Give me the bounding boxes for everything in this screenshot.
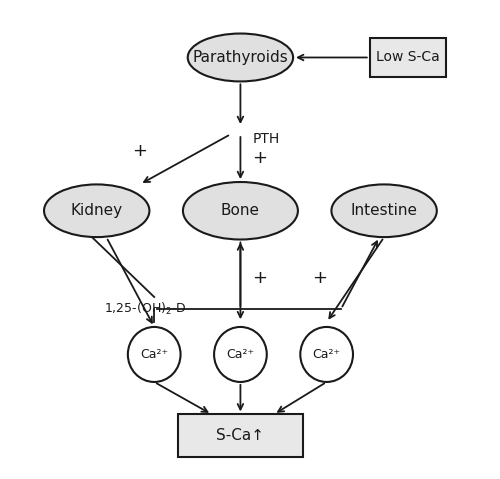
Text: S-Ca↑: S-Ca↑ xyxy=(216,428,264,444)
Text: Ca²⁺: Ca²⁺ xyxy=(226,348,254,361)
Ellipse shape xyxy=(300,327,353,382)
Ellipse shape xyxy=(214,327,267,382)
Ellipse shape xyxy=(128,327,180,382)
Ellipse shape xyxy=(332,184,437,237)
Ellipse shape xyxy=(183,182,298,240)
FancyBboxPatch shape xyxy=(370,38,446,77)
Text: +: + xyxy=(312,269,327,287)
Text: Parathyroids: Parathyroids xyxy=(192,50,288,65)
Text: Ca²⁺: Ca²⁺ xyxy=(140,348,168,361)
Text: Bone: Bone xyxy=(221,203,260,218)
Text: +: + xyxy=(132,142,148,160)
Text: Intestine: Intestine xyxy=(350,203,418,218)
Text: +: + xyxy=(252,149,267,167)
Text: PTH: PTH xyxy=(252,132,280,146)
Text: 1,25-(OH)$_2$-D: 1,25-(OH)$_2$-D xyxy=(104,301,186,317)
FancyBboxPatch shape xyxy=(178,414,302,457)
Text: Ca²⁺: Ca²⁺ xyxy=(312,348,340,361)
Text: Low S-Ca: Low S-Ca xyxy=(376,50,440,65)
Text: Kidney: Kidney xyxy=(70,203,123,218)
Ellipse shape xyxy=(44,184,150,237)
Text: +: + xyxy=(252,269,267,287)
Ellipse shape xyxy=(188,34,293,81)
